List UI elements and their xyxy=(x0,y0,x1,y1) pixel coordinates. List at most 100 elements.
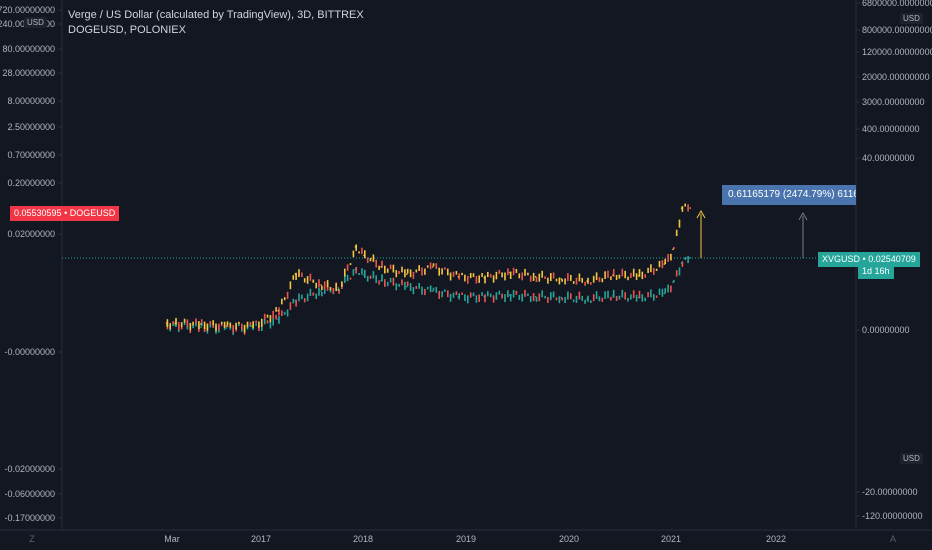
doge-point xyxy=(680,207,683,209)
doge-candle xyxy=(464,274,466,282)
left-axis-unit: USD xyxy=(24,17,47,28)
right-tick-label: 800000.00000000 xyxy=(862,25,932,35)
doge-candle xyxy=(552,272,555,279)
right-tick-label: 400.00000000 xyxy=(862,124,920,134)
left-tick-label: 0.02000000 xyxy=(7,229,55,239)
xvg-candle xyxy=(421,286,423,295)
xvg-candle xyxy=(195,321,197,327)
auto-scale-button[interactable]: A xyxy=(889,534,896,544)
xvg-candle xyxy=(501,293,503,299)
doge-candle xyxy=(435,263,438,269)
doge-candle xyxy=(315,282,317,289)
doge-candle xyxy=(610,276,612,280)
xvg-candle xyxy=(673,280,675,283)
xvg-point xyxy=(672,281,674,284)
chart-legend[interactable]: Verge / US Dollar (calculated by Trading… xyxy=(68,8,364,38)
price-range-measure[interactable]: 0.61165179 (2474.79%) 6116 xyxy=(722,185,856,205)
right-price-axis[interactable]: 6800000.00000000 800000.00000000 120000.00… xyxy=(856,0,932,521)
xvg-candle xyxy=(458,293,460,300)
xvg-candle xyxy=(321,292,323,297)
doge-candle xyxy=(572,281,575,284)
doge-candle xyxy=(670,253,672,261)
xvg-candle xyxy=(667,284,669,293)
doge-candle xyxy=(166,319,169,328)
doge-candle xyxy=(272,310,274,319)
doge-candle xyxy=(321,285,323,291)
doge-candle xyxy=(323,281,326,290)
doge-candle xyxy=(527,272,529,276)
time-axis[interactable]: Mar 2017 2018 2019 2020 2021 2022 xyxy=(164,534,786,544)
xvg-point xyxy=(200,326,202,328)
doge-candle xyxy=(415,269,418,273)
left-tick-label: -0.06000000 xyxy=(4,489,55,499)
xvg-candle xyxy=(346,274,349,282)
xvg-candle xyxy=(295,299,297,307)
xvg-candle xyxy=(406,281,409,286)
doge-candle xyxy=(364,250,366,259)
xvg-price-tag: XVGUSD • 0.02540709 xyxy=(818,252,920,267)
legend-main-series[interactable]: Verge / US Dollar (calculated by Trading… xyxy=(68,9,364,21)
left-tick-label: 2.50000000 xyxy=(7,122,55,132)
doge-candle xyxy=(630,272,632,279)
legend-compare-series[interactable]: DOGEUSD, POLONIEX xyxy=(68,24,186,36)
right-tick-label: 3000.00000000 xyxy=(862,97,925,107)
doge-candle xyxy=(180,322,183,328)
xvg-candle xyxy=(627,298,629,302)
doge-price-value: 0.05530595 xyxy=(14,208,62,218)
doge-candle xyxy=(292,275,295,280)
doge-candle xyxy=(504,272,506,281)
left-tick-label: 28.00000000 xyxy=(2,68,55,78)
doge-candle xyxy=(478,275,480,283)
doge-point xyxy=(165,322,168,325)
doge-candle xyxy=(275,307,277,312)
doge-candle xyxy=(252,321,254,328)
doge-candle xyxy=(644,274,646,278)
xvg-candle xyxy=(415,285,418,289)
xvg-candle xyxy=(509,294,512,302)
xvg-candle xyxy=(492,295,495,303)
xvg-candle xyxy=(352,269,355,276)
doge-candle xyxy=(624,270,626,279)
xvg-candle xyxy=(512,290,515,298)
xvg-point xyxy=(612,295,614,297)
scale-mode-button-left[interactable]: Z xyxy=(29,534,35,544)
xvg-candle xyxy=(266,320,269,324)
right-tick-label: 20000.00000000 xyxy=(862,72,930,82)
xvg-candle xyxy=(678,267,681,276)
doge-candle xyxy=(346,264,349,271)
doge-candle xyxy=(409,269,412,278)
xvg-candle xyxy=(344,274,346,283)
xvg-symbol-label: XVGUSD xyxy=(822,254,861,264)
doge-point xyxy=(251,325,254,327)
xvg-candle xyxy=(644,297,646,302)
doge-candle xyxy=(289,281,292,290)
xvg-candle xyxy=(401,279,403,286)
doge-candle xyxy=(447,268,449,276)
xvg-candle xyxy=(641,294,644,302)
xvg-candle xyxy=(398,283,400,287)
doge-candle xyxy=(487,271,489,278)
xvg-candle xyxy=(315,293,317,299)
left-price-axis[interactable]: 720.00000000240.0000000080.0000000028.00… xyxy=(0,5,62,523)
doge-candle xyxy=(561,279,563,282)
xvg-point xyxy=(586,298,588,300)
doge-candle xyxy=(335,283,337,292)
xvg-candle xyxy=(200,322,203,327)
doge-candle xyxy=(664,258,666,264)
xvg-point xyxy=(320,290,322,292)
xvg-candle xyxy=(504,294,506,303)
xvg-candle xyxy=(567,291,569,300)
xvg-candle xyxy=(498,290,501,295)
doge-candle xyxy=(243,324,246,333)
doge-candle xyxy=(229,322,232,328)
doge-candle xyxy=(429,262,432,270)
xvg-candle xyxy=(281,310,283,316)
doge-point xyxy=(586,280,588,282)
time-tick-label: 2018 xyxy=(353,534,373,544)
doge-candle xyxy=(278,307,280,316)
doge-candle xyxy=(215,323,217,332)
doge-candle xyxy=(378,265,380,270)
xvg-candle xyxy=(292,298,295,304)
doge-candle xyxy=(372,254,375,262)
